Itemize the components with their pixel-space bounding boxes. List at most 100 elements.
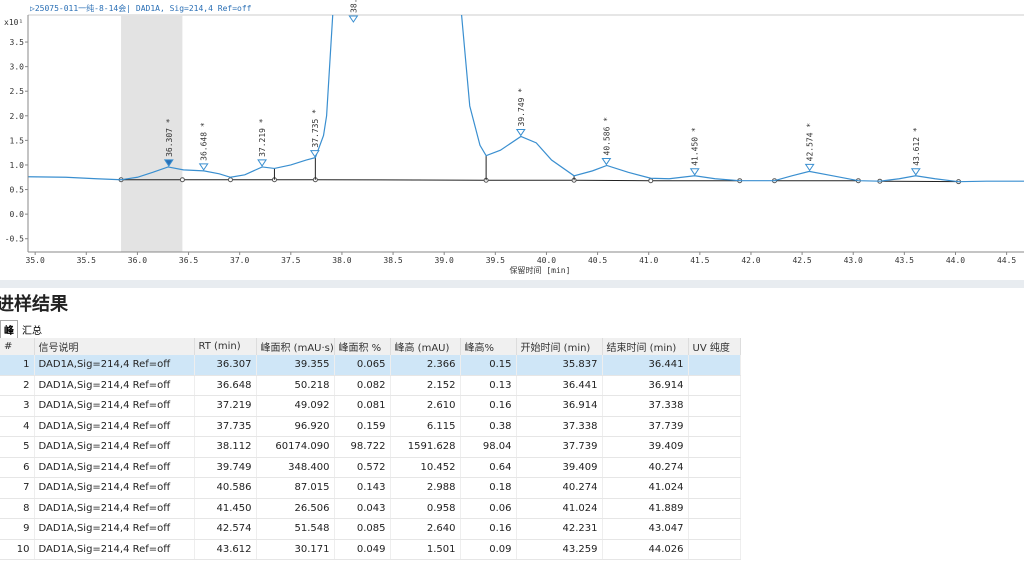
cell: 42.574 xyxy=(194,518,257,540)
x-tick-label: 40.0 xyxy=(537,256,556,265)
cell xyxy=(688,436,741,458)
column-header[interactable]: UV 纯度 xyxy=(688,338,741,355)
cell: 6 xyxy=(0,457,35,478)
cell: 37.739 xyxy=(602,416,689,437)
result-row[interactable]: 3 DAD1A,Sig=214,4 Ref=off 37.219 49.092 0.08… xyxy=(0,395,741,417)
column-header[interactable]: # xyxy=(0,338,35,355)
column-header[interactable]: 结束时间 (min) xyxy=(602,338,689,355)
cell: 0.958 xyxy=(390,498,461,519)
column-header[interactable]: RT (min) xyxy=(194,338,257,355)
cell: 37.739 xyxy=(516,436,603,458)
cell: 6.115 xyxy=(390,416,461,437)
cell: DAD1A,Sig=214,4 Ref=off xyxy=(34,395,195,417)
cell: 0.16 xyxy=(460,395,517,417)
cell: 39.749 xyxy=(194,457,257,478)
tab[interactable]: 汇总 xyxy=(22,326,42,337)
cell: 51.548 xyxy=(256,518,335,540)
cell: 0.049 xyxy=(334,539,391,560)
section-title: 进样结果 xyxy=(0,294,68,315)
tab[interactable]: 峰 xyxy=(0,320,18,339)
cell: DAD1A,Sig=214,4 Ref=off xyxy=(34,518,195,540)
cell: DAD1A,Sig=214,4 Ref=off xyxy=(34,355,195,376)
cell: DAD1A,Sig=214,4 Ref=off xyxy=(34,416,195,437)
cell: 2.152 xyxy=(390,375,461,396)
result-row[interactable]: 5 DAD1A,Sig=214,4 Ref=off 38.112 60174.090 9… xyxy=(0,436,741,458)
cell: 1591.628 xyxy=(390,436,461,458)
tabs: 峰汇总 xyxy=(0,320,46,339)
column-header[interactable]: 峰面积 (mAU·s) xyxy=(256,338,335,355)
cell: 39.409 xyxy=(602,436,689,458)
cell: 40.586 xyxy=(194,477,257,499)
plot-area xyxy=(28,15,1024,252)
cell: 0.38 xyxy=(460,416,517,437)
peak-label: 39.749 * xyxy=(517,88,526,127)
cell: 50.218 xyxy=(256,375,335,396)
x-tick-label: 44.0 xyxy=(946,256,965,265)
y-tick-label: 3.5 xyxy=(10,38,25,47)
cell: 2.640 xyxy=(390,518,461,540)
cell xyxy=(688,375,741,396)
x-tick-label: 44.5 xyxy=(997,256,1016,265)
cell: 37.735 xyxy=(194,416,257,437)
cell: DAD1A,Sig=214,4 Ref=off xyxy=(34,457,195,478)
cell: 35.837 xyxy=(516,355,603,376)
cell: 3 xyxy=(0,395,35,417)
chromatogram: ▷25075-011一纯-8-14会| DAD1A, Sig=214,4 Ref… xyxy=(0,0,1024,288)
cell: 36.307 xyxy=(194,355,257,376)
y-tick-label: 0.5 xyxy=(10,186,25,195)
cell: 0.065 xyxy=(334,355,391,376)
cell xyxy=(688,518,741,540)
x-tick-label: 41.0 xyxy=(639,256,658,265)
cell: DAD1A,Sig=214,4 Ref=off xyxy=(34,436,195,458)
cell: 26.506 xyxy=(256,498,335,519)
peak-label: 40.586 * xyxy=(602,117,611,156)
result-row[interactable]: 1 DAD1A,Sig=214,4 Ref=off 36.307 39.355 0.06… xyxy=(0,355,741,376)
y-tick-label: 1.5 xyxy=(10,136,25,145)
cell: 10.452 xyxy=(390,457,461,478)
cell: 0.085 xyxy=(334,518,391,540)
cell: 38.112 xyxy=(194,436,257,458)
x-tick-label: 38.5 xyxy=(383,256,402,265)
header-row: # 信号说明 RT (min) 峰面积 (mAU·s) 峰面积 % 峰高 (mAU) 峰高%… xyxy=(0,338,741,355)
column-header[interactable]: 峰高 (mAU) xyxy=(390,338,461,355)
result-row[interactable]: 8 DAD1A,Sig=214,4 Ref=off 41.450 26.506 0.04… xyxy=(0,498,741,519)
cell: 37.338 xyxy=(516,416,603,437)
cell: 43.612 xyxy=(194,539,257,560)
cell: 8 xyxy=(0,498,35,519)
cell: DAD1A,Sig=214,4 Ref=off xyxy=(34,539,195,560)
peak-label: 38.112 * xyxy=(349,0,358,13)
baseline-point xyxy=(179,177,185,183)
column-header[interactable]: 信号说明 xyxy=(34,338,195,355)
result-row[interactable]: 9 DAD1A,Sig=214,4 Ref=off 42.574 51.548 0.08… xyxy=(0,518,741,540)
cell: 2 xyxy=(0,375,35,396)
result-row[interactable]: 4 DAD1A,Sig=214,4 Ref=off 37.735 96.920 0.15… xyxy=(0,416,741,437)
result-row[interactable]: 2 DAD1A,Sig=214,4 Ref=off 36.648 50.218 0.08… xyxy=(0,375,741,396)
cell xyxy=(688,416,741,437)
baseline-point xyxy=(227,177,233,183)
result-row[interactable]: 10 DAD1A,Sig=214,4 Ref=off 43.612 30.171 0.0… xyxy=(0,539,741,560)
cell: 0.13 xyxy=(460,375,517,396)
cell: 1.501 xyxy=(390,539,461,560)
peak-marker xyxy=(257,159,268,167)
column-header[interactable]: 峰高% xyxy=(460,338,517,355)
cell: 98.04 xyxy=(460,436,517,458)
x-tick-label: 40.5 xyxy=(588,256,607,265)
result-row[interactable]: 6 DAD1A,Sig=214,4 Ref=off 39.749 348.400 0.5… xyxy=(0,457,741,478)
cell: 42.231 xyxy=(516,518,603,540)
cell: 37.219 xyxy=(194,395,257,417)
source-label[interactable]: ▷25075-011一纯-8-14会| DAD1A, Sig=214,4 Ref… xyxy=(30,3,252,13)
cell: 98.722 xyxy=(334,436,391,458)
cell: 39.355 xyxy=(256,355,335,376)
result-row[interactable]: 7 DAD1A,Sig=214,4 Ref=off 40.586 87.015 0.14… xyxy=(0,477,741,499)
column-header[interactable]: 峰面积 % xyxy=(334,338,391,355)
cell: 0.16 xyxy=(460,518,517,540)
cell: 0.18 xyxy=(460,477,517,499)
cell: 0.15 xyxy=(460,355,517,376)
column-header[interactable]: 开始时间 (min) xyxy=(516,338,603,355)
cell: 0.64 xyxy=(460,457,517,478)
cell: 39.409 xyxy=(516,457,603,478)
cell: 96.920 xyxy=(256,416,335,437)
peak-label: 37.219 * xyxy=(258,118,267,157)
peak-marker xyxy=(163,159,174,167)
